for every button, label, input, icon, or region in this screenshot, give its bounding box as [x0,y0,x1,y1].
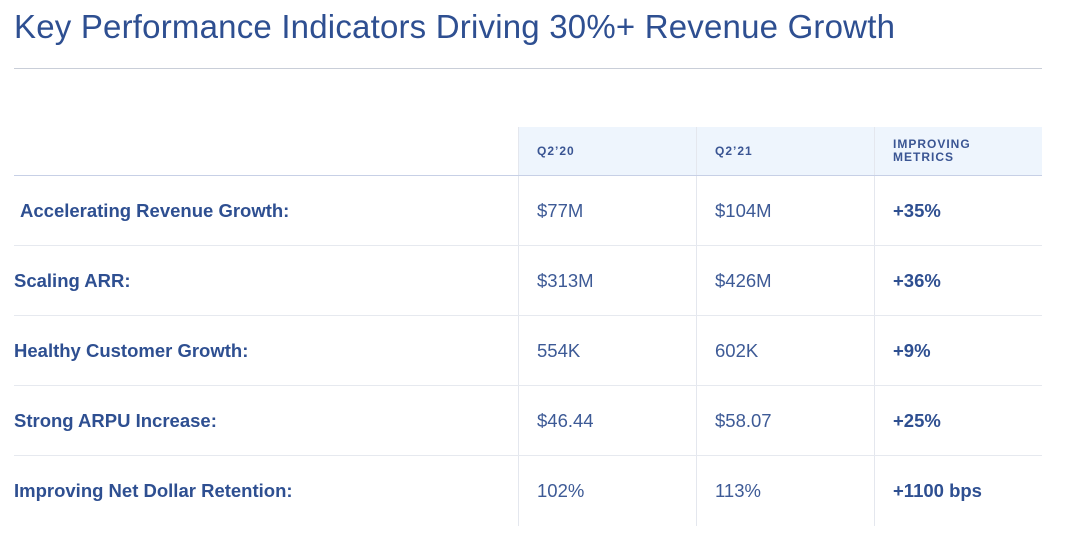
header-label-cell [14,127,518,175]
table-row: Strong ARPU Increase: $46.44 $58.07 +25% [14,386,1042,456]
table-row: Healthy Customer Growth: 554K 602K +9% [14,316,1042,386]
q2-20-value: $313M [537,269,594,291]
q2-21-value: $58.07 [715,409,772,431]
improvement-value: +9% [893,339,931,361]
table-row: Scaling ARR: $313M $426M +36% [14,246,1042,316]
improvement-value: +1100 bps [893,480,982,501]
table-row: Accelerating Revenue Growth: $77M $104M … [14,176,1042,246]
header-improving-cell: IMPROVING METRICS [874,127,1042,175]
page-title: Key Performance Indicators Driving 30%+ … [14,8,896,45]
row-label: Healthy Customer Growth: [14,339,249,361]
header-q2-20: Q2’20 [537,143,575,158]
header-q2-20-cell: Q2’20 [518,127,696,175]
row-label: Improving Net Dollar Retention: [14,480,293,501]
q2-20-value: 554K [537,339,581,361]
table-row: Improving Net Dollar Retention: 102% 113… [14,456,1042,526]
table-header-row: Q2’20 Q2’21 IMPROVING METRICS [14,127,1042,176]
title-divider [14,68,1042,69]
row-label: Strong ARPU Increase: [14,409,217,431]
q2-21-value: 113% [715,480,761,501]
improvement-value: +25% [893,409,941,431]
header-q2-21: Q2’21 [715,143,753,158]
row-label: Scaling ARR: [14,269,131,291]
q2-21-value: $104M [715,199,772,221]
kpi-table: Q2’20 Q2’21 IMPROVING METRICS Accelerati… [14,127,1042,526]
q2-21-value: 602K [715,339,759,361]
q2-21-value: $426M [715,269,772,291]
q2-20-value: $46.44 [537,409,594,431]
q2-20-value: 102% [537,480,585,501]
improvement-value: +36% [893,269,941,291]
header-improving-metrics: IMPROVING METRICS [893,137,971,164]
q2-20-value: $77M [537,199,584,221]
header-q2-21-cell: Q2’21 [696,127,874,175]
improvement-value: +35% [893,199,941,221]
row-label: Accelerating Revenue Growth: [20,199,290,221]
